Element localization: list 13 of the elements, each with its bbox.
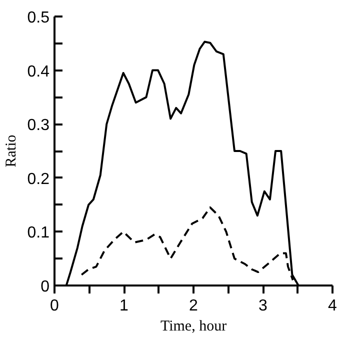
y-tick-label: 0.1 [27,224,50,242]
x-axis-title: Time, hour [160,318,227,334]
y-tick-label: 0.2 [27,170,50,188]
x-tick-label: 4 [328,298,338,314]
line-series [80,206,294,282]
x-tick-label: 3 [258,298,268,314]
y-tick-label: 0.4 [27,63,50,80]
y-axis-title: Ratio [3,134,20,168]
y-tick-label: 0.3 [27,117,50,134]
x-tick-label: 1 [120,298,129,314]
y-tick-label: 0 [40,278,50,296]
x-tick-label: 2 [189,298,198,314]
y-tick-label: 0.5 [27,10,50,26]
